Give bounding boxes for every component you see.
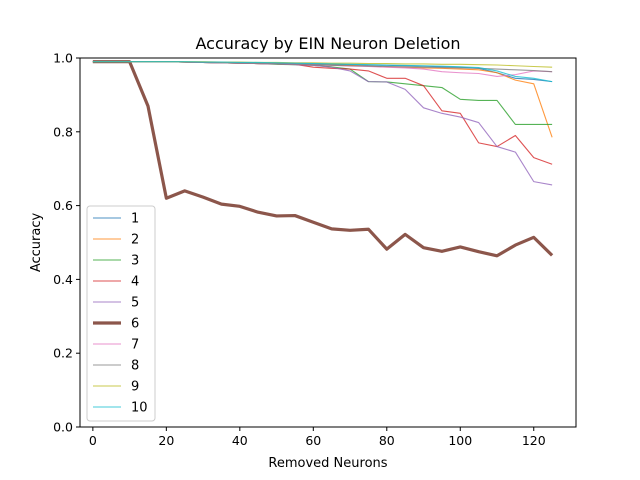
legend-label-3: 3	[131, 254, 139, 269]
x-tick-label: 60	[305, 433, 321, 448]
x-tick-label: 80	[379, 433, 395, 448]
y-tick-label: 0.4	[53, 272, 73, 287]
legend-label-5: 5	[131, 296, 139, 311]
x-axis-label: Removed Neurons	[268, 456, 387, 471]
legend-label-9: 9	[131, 380, 139, 395]
legend-box	[86, 205, 156, 422]
series-line-10	[92, 61, 553, 83]
legend-label-8: 8	[131, 359, 139, 374]
plot-frame	[79, 57, 577, 428]
x-tick-label: 120	[522, 433, 546, 448]
chart-title: Accuracy by EIN Neuron Deletion	[195, 34, 460, 53]
plot-lines	[92, 60, 554, 258]
legend-label-7: 7	[131, 338, 139, 353]
legend-label-6: 6	[131, 317, 139, 332]
y-tick-label: 0.2	[53, 346, 73, 361]
y-axis-ticks: 0.0 0.2 0.4 0.6 0.8 1.0	[53, 51, 80, 435]
y-tick-label: 0.8	[53, 124, 73, 139]
legend-label-4: 4	[131, 275, 139, 290]
x-tick-label: 0	[89, 433, 97, 448]
legend-label-10: 10	[131, 401, 148, 416]
legend: 1 2 3 4 5 6 7 8 9 10	[86, 205, 156, 422]
x-tick-label: 100	[448, 433, 472, 448]
y-tick-label: 1.0	[53, 51, 73, 66]
y-tick-label: 0.6	[53, 198, 73, 213]
x-tick-label: 20	[158, 433, 174, 448]
legend-label-1: 1	[131, 212, 139, 227]
x-axis-ticks: 0 20 40 60 80 100 120	[89, 427, 546, 448]
y-axis-label: Accuracy	[29, 213, 44, 273]
x-tick-label: 40	[232, 433, 248, 448]
legend-label-2: 2	[131, 233, 139, 248]
y-tick-label: 0.0	[53, 420, 73, 435]
series-line-6	[92, 60, 554, 258]
